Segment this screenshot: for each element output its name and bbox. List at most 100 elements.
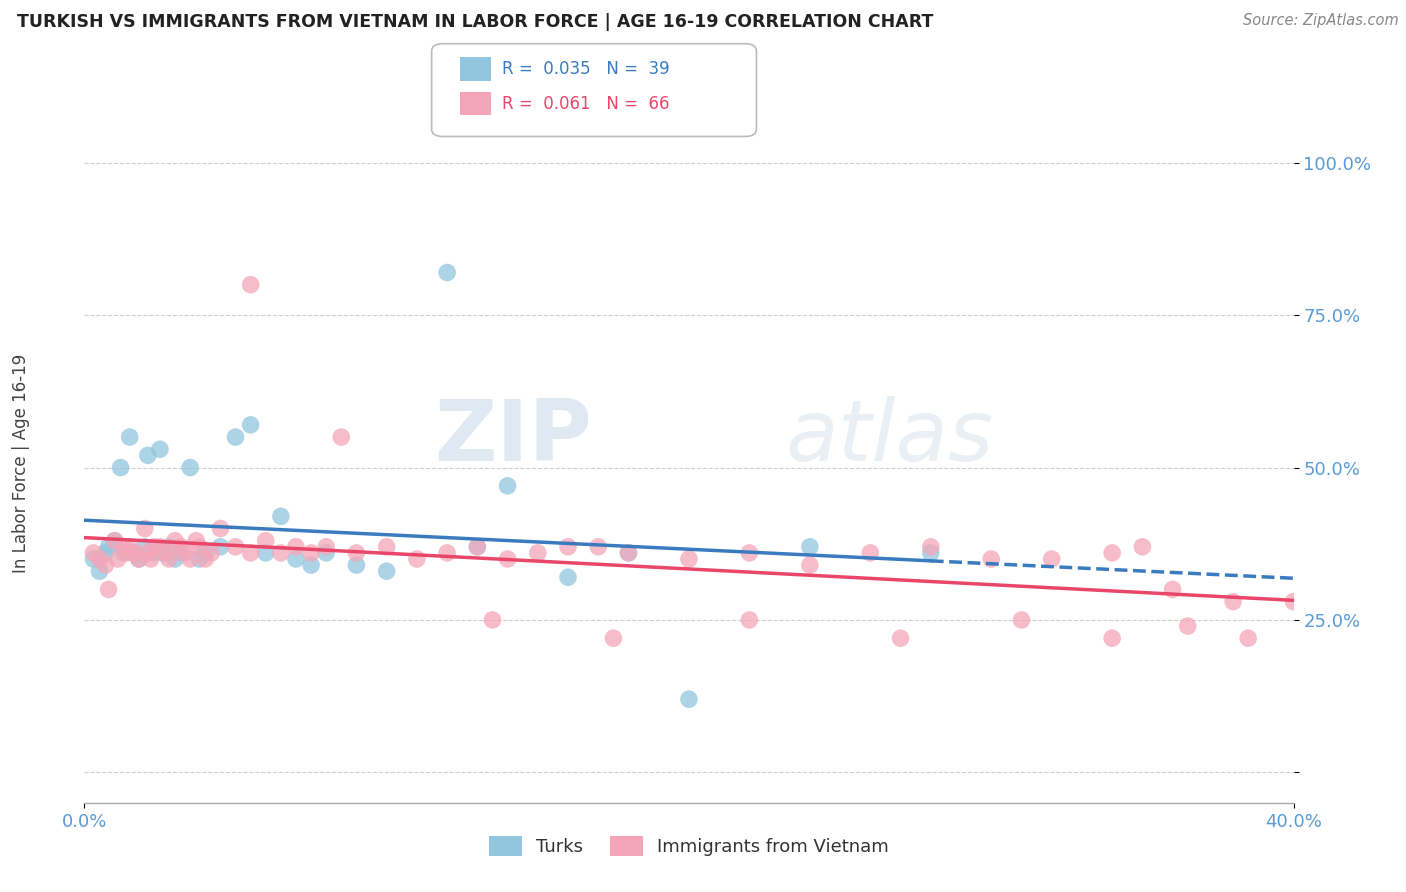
Point: [188, 552, 211, 566]
Point: [142, 546, 165, 560]
Point: [588, 540, 610, 554]
Point: [142, 540, 165, 554]
Point: [496, 552, 519, 566]
Point: [94, 558, 117, 573]
Point: [920, 540, 942, 554]
Point: [1132, 540, 1154, 554]
Text: In Labor Force | Age 16-19: In Labor Force | Age 16-19: [13, 354, 30, 574]
Point: [82, 546, 104, 560]
Point: [134, 521, 156, 535]
Point: [97, 540, 120, 554]
Point: [97, 582, 120, 597]
Text: ZIP: ZIP: [434, 395, 592, 479]
Point: [128, 552, 150, 566]
Point: [799, 540, 821, 554]
Text: Source: ZipAtlas.com: Source: ZipAtlas.com: [1243, 13, 1399, 29]
Point: [104, 533, 127, 548]
Point: [859, 546, 882, 560]
Point: [209, 540, 232, 554]
Point: [467, 540, 489, 554]
Point: [157, 552, 180, 566]
Point: [299, 558, 322, 573]
Point: [239, 277, 262, 292]
Point: [82, 552, 104, 566]
Point: [112, 540, 135, 554]
Point: [1040, 552, 1063, 566]
Point: [617, 546, 640, 560]
Point: [107, 552, 129, 566]
Point: [239, 417, 262, 432]
Point: [330, 430, 353, 444]
Text: atlas: atlas: [786, 395, 994, 479]
Point: [188, 540, 211, 554]
Point: [254, 546, 277, 560]
Point: [173, 546, 195, 560]
Point: [1282, 594, 1305, 608]
Point: [315, 546, 337, 560]
Point: [467, 540, 489, 554]
Point: [110, 460, 132, 475]
Point: [89, 564, 111, 578]
Point: [285, 540, 308, 554]
Point: [118, 540, 141, 554]
Point: [678, 692, 700, 706]
Point: [165, 533, 187, 548]
Point: [270, 546, 292, 560]
Point: [89, 552, 111, 566]
Point: [179, 460, 201, 475]
Point: [1161, 582, 1184, 597]
Point: [149, 540, 172, 554]
Point: [1101, 546, 1123, 560]
Point: [406, 552, 429, 566]
Point: [125, 546, 148, 560]
Point: [170, 546, 193, 560]
Point: [104, 533, 127, 548]
Point: [436, 266, 458, 280]
Point: [239, 546, 262, 560]
Point: [115, 546, 138, 560]
Point: [118, 430, 141, 444]
Point: [557, 540, 579, 554]
Point: [209, 521, 232, 535]
Point: [436, 546, 458, 560]
Point: [139, 552, 162, 566]
Text: R =  0.035   N =  39: R = 0.035 N = 39: [502, 60, 669, 78]
Point: [112, 546, 135, 560]
Legend: Turks, Immigrants from Vietnam: Turks, Immigrants from Vietnam: [482, 829, 896, 863]
Point: [315, 540, 337, 554]
Point: [149, 442, 172, 457]
Point: [170, 540, 193, 554]
Point: [375, 564, 398, 578]
Point: [678, 552, 700, 566]
Point: [1222, 594, 1244, 608]
Point: [134, 540, 156, 554]
Point: [1177, 619, 1199, 633]
Point: [128, 552, 150, 566]
Point: [270, 509, 292, 524]
Text: R =  0.061   N =  66: R = 0.061 N = 66: [502, 95, 669, 112]
Point: [155, 546, 177, 560]
Point: [557, 570, 579, 584]
Point: [799, 558, 821, 573]
Point: [200, 546, 222, 560]
Point: [602, 632, 624, 646]
Point: [346, 546, 368, 560]
Point: [157, 540, 180, 554]
Point: [980, 552, 1002, 566]
Point: [225, 430, 247, 444]
Point: [136, 546, 159, 560]
Point: [299, 546, 322, 560]
Point: [179, 552, 201, 566]
Point: [496, 479, 519, 493]
Point: [186, 533, 208, 548]
Point: [136, 448, 159, 462]
Point: [617, 546, 640, 560]
Point: [285, 552, 308, 566]
Point: [738, 546, 761, 560]
Point: [375, 540, 398, 554]
Point: [94, 546, 117, 560]
Text: TURKISH VS IMMIGRANTS FROM VIETNAM IN LABOR FORCE | AGE 16-19 CORRELATION CHART: TURKISH VS IMMIGRANTS FROM VIETNAM IN LA…: [17, 13, 934, 31]
Point: [738, 613, 761, 627]
Point: [890, 632, 912, 646]
Point: [225, 540, 247, 554]
